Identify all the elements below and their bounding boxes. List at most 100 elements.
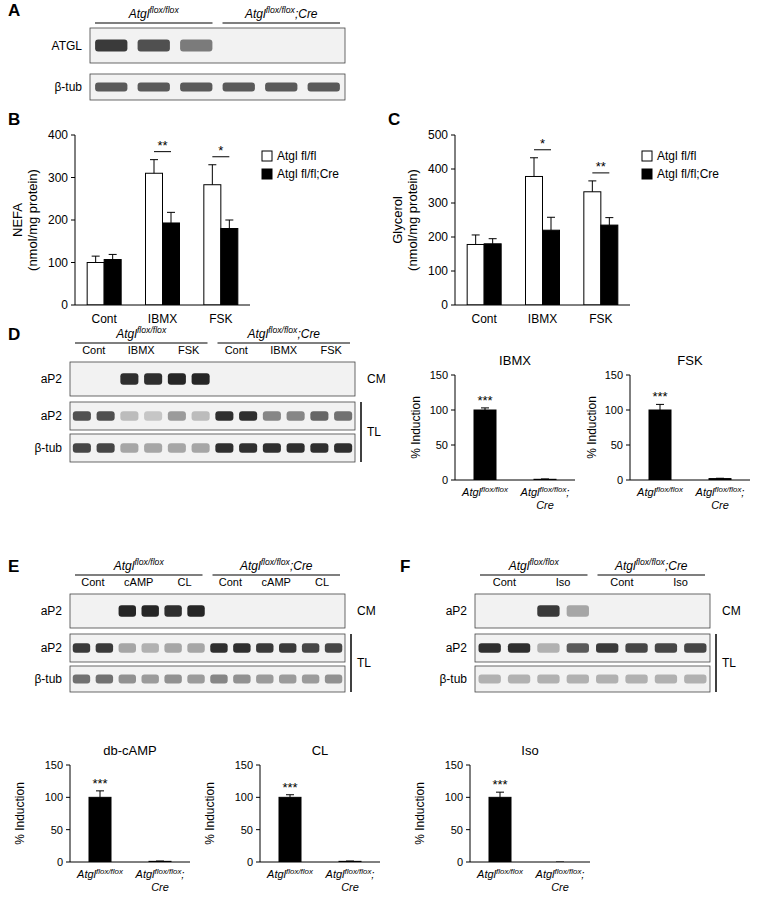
blot: Atglflox/floxAtglflox/flox;CreATGLβ-tub xyxy=(52,5,345,100)
band xyxy=(325,643,342,653)
x-axis xyxy=(455,480,575,481)
text-part: ;Cre xyxy=(297,327,320,341)
band xyxy=(567,675,589,684)
panel-letter: E xyxy=(8,557,19,576)
band xyxy=(279,675,296,684)
text-part: ; xyxy=(566,486,569,498)
text-part: Atgl xyxy=(244,7,266,21)
text-part: Cre xyxy=(151,881,169,893)
tick xyxy=(451,203,455,204)
band xyxy=(119,643,136,653)
panel-letter: B xyxy=(8,110,20,129)
band xyxy=(97,411,115,421)
text-part: Atgl xyxy=(695,486,716,498)
tick xyxy=(256,765,260,766)
y-axis xyxy=(455,375,456,480)
band xyxy=(625,643,647,653)
tick-label: 100 xyxy=(235,791,253,803)
text-part: Cre xyxy=(551,881,569,893)
y-axis xyxy=(630,375,631,480)
row-label: ATGL xyxy=(52,39,83,53)
tick xyxy=(451,135,455,136)
y-axis xyxy=(260,765,261,862)
error-bar xyxy=(716,478,724,479)
band xyxy=(144,373,162,385)
band xyxy=(655,643,677,653)
blot-strip xyxy=(70,362,355,396)
band xyxy=(239,443,257,453)
x-axis xyxy=(630,480,750,481)
tick-label: 500 xyxy=(428,128,448,142)
text-part: Atgl xyxy=(614,559,636,573)
panel-letter: F xyxy=(400,557,410,576)
tick xyxy=(451,305,455,306)
tick-label: 100 xyxy=(428,264,448,278)
blot: Atglflox/floxAtglflox/flox;CreContIsoCon… xyxy=(439,557,740,692)
legend-label: Atgl fl/fl;Cre xyxy=(657,167,719,181)
tick-label: 0 xyxy=(442,474,448,486)
axis-title: NEFA xyxy=(10,203,25,237)
text-part: flox/flox xyxy=(496,867,524,876)
band xyxy=(96,643,113,653)
axis-title: % Induction xyxy=(203,782,217,845)
row-label: β-tub xyxy=(34,672,62,686)
x-axis xyxy=(75,305,250,306)
tick xyxy=(71,177,75,178)
axis-title: % Induction xyxy=(409,396,423,459)
error-cap xyxy=(109,254,117,255)
text-part: ; xyxy=(581,868,584,880)
text-part: flox/flox xyxy=(261,557,291,567)
row-label: aP2 xyxy=(41,604,63,618)
band xyxy=(537,675,559,684)
bar xyxy=(649,410,671,480)
band xyxy=(567,643,589,653)
error-stem xyxy=(112,254,113,259)
tick-label: 300 xyxy=(428,196,448,210)
band xyxy=(263,411,281,421)
genotype-label: Atglflox/flox;Cre xyxy=(695,485,745,511)
genotype-label: Atglflox/flox;Cre xyxy=(614,557,688,573)
band xyxy=(95,40,127,52)
tick xyxy=(66,797,70,798)
error-stem xyxy=(154,160,155,174)
blot-strip xyxy=(475,594,710,628)
genotype-label: Atglflox/flox;Cre xyxy=(246,325,320,341)
category-label: IBMX xyxy=(528,312,557,326)
band xyxy=(95,83,127,92)
band xyxy=(73,643,90,653)
error-cap xyxy=(530,157,538,158)
band xyxy=(168,411,186,421)
legend-swatch xyxy=(642,151,652,161)
bar xyxy=(87,263,104,306)
tick-label: 200 xyxy=(48,213,68,227)
significance: *** xyxy=(282,780,297,795)
axis-title: Glycerol xyxy=(390,196,405,244)
tick-label: 150 xyxy=(45,759,63,771)
error-bar xyxy=(208,165,216,185)
error-bar xyxy=(481,408,489,410)
tick-label: 100 xyxy=(430,404,448,416)
significance: *** xyxy=(92,776,107,791)
error-cap xyxy=(489,238,497,239)
tick xyxy=(451,445,455,446)
text-part: flox/flox xyxy=(149,5,179,15)
legend-label: Atgl fl/fl;Cre xyxy=(277,167,339,181)
band xyxy=(164,643,181,653)
error-cap xyxy=(541,478,549,479)
text-part: Atgl xyxy=(266,868,287,880)
band xyxy=(142,675,159,684)
band xyxy=(187,675,204,684)
tick-label: 150 xyxy=(235,759,253,771)
bar xyxy=(104,260,121,305)
text-part: Atgl xyxy=(325,868,346,880)
band xyxy=(287,411,305,421)
tick-label: 0 xyxy=(57,856,63,868)
band xyxy=(239,411,257,421)
bar xyxy=(474,410,496,480)
tick-label: 100 xyxy=(48,256,68,270)
band xyxy=(144,443,162,453)
error-bar xyxy=(109,254,117,259)
tick xyxy=(451,410,455,411)
chart: 0100200300400NEFA(nmol/mg protein)***Con… xyxy=(10,128,339,326)
row-label: aP2 xyxy=(41,409,63,423)
